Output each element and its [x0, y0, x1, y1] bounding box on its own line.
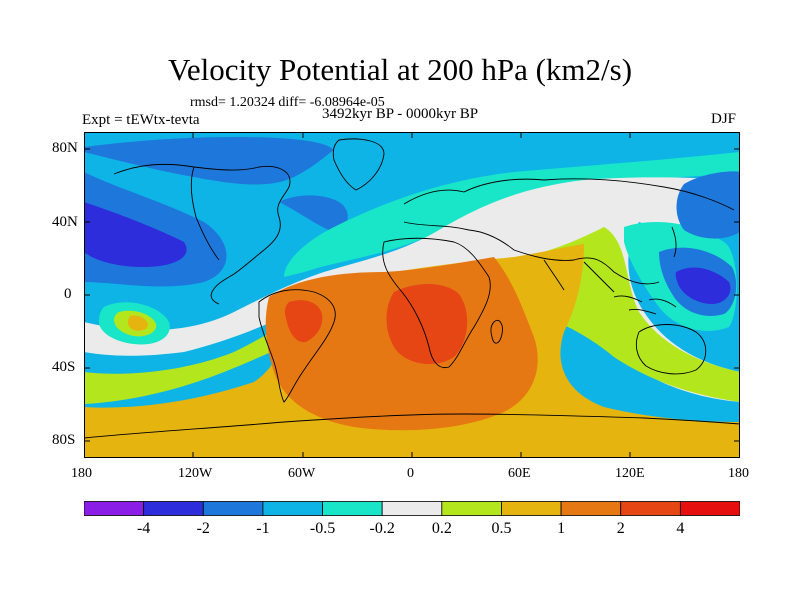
x-axis-label: 120W — [178, 466, 213, 481]
colorbar-label: -0.2 — [369, 520, 395, 537]
colorbar-label: 4 — [676, 520, 685, 537]
y-axis-label: 80N — [52, 140, 78, 156]
colorbar-label: 2 — [616, 520, 625, 537]
colorbar-label: 0.2 — [431, 520, 452, 537]
field-blue-atl — [279, 195, 348, 232]
colorbar-label: 0.5 — [491, 520, 512, 537]
coast-madagascar — [490, 319, 503, 344]
coast-north-america — [113, 163, 291, 305]
colorbar-cell — [84, 501, 145, 516]
experiment-label: Expt = tEWtx-tevta — [82, 112, 200, 128]
coast-africa — [382, 237, 491, 369]
x-axis-label: 0 — [407, 466, 414, 481]
coast-indonesia — [613, 295, 677, 315]
velocity-potential-map — [84, 132, 740, 458]
map-ticks — [84, 132, 740, 458]
x-axis-label: 60W — [288, 466, 316, 481]
colorbar-cell — [322, 501, 383, 516]
x-axis-label: 60E — [508, 466, 531, 481]
colorbar-label: -2 — [196, 520, 210, 537]
contour-fill-layer — [84, 132, 740, 458]
field-darkblue-npac — [84, 202, 187, 267]
coast-greenland — [332, 138, 385, 191]
rmsd-diff-stats: rmsd= 1.20324 diff= -6.08964e-05 — [190, 95, 385, 110]
field-blue-north — [84, 137, 334, 185]
coast-south-asia — [543, 259, 615, 293]
season-label: DJF — [711, 111, 737, 127]
field-neutral-band — [84, 177, 740, 402]
colorbar-label: 1 — [557, 520, 566, 537]
colorbar-cell — [262, 501, 323, 516]
coastlines — [84, 138, 740, 439]
coast-eurasia-south — [403, 221, 660, 285]
coast-eurasia-north — [403, 178, 735, 211]
field-red-africa — [386, 284, 468, 365]
colorbar — [84, 501, 740, 516]
field-blue-nepac — [676, 171, 740, 239]
field-teal-band — [284, 152, 740, 277]
y-axis-label: 0 — [64, 286, 72, 302]
coast-na-west — [190, 166, 220, 261]
field-yellow-sepac — [127, 315, 148, 331]
colorbar-cell — [560, 501, 622, 516]
x-axis-label: 180 — [71, 466, 92, 481]
x-axis-label: 120E — [615, 466, 645, 481]
x-axis-label: 180 — [728, 466, 749, 481]
colorbar-cell — [620, 501, 681, 516]
period-label: 3492kyr BP - 0000kyr BP — [322, 106, 479, 122]
coast-australia — [635, 324, 707, 375]
y-axis-label: 40N — [52, 214, 78, 230]
colorbar-label: -0.5 — [309, 520, 336, 537]
coast-south-america — [258, 289, 336, 403]
colorbar-cell — [202, 501, 264, 516]
colorbar-cell — [143, 501, 204, 516]
colorbar-cell — [501, 501, 562, 516]
coast-antarctica — [84, 413, 740, 439]
field-darkblue-wpac — [675, 267, 731, 304]
plot-title: Velocity Potential at 200 hPa (km2/s) — [167, 52, 633, 87]
colorbar-cell — [441, 501, 502, 516]
colorbar-cell — [679, 501, 740, 516]
field-red-samerica — [284, 300, 323, 343]
y-axis-label: 40S — [52, 359, 76, 375]
colorbar-label: -1 — [256, 520, 270, 537]
coast-japan — [671, 226, 677, 258]
colorbar-cell — [381, 501, 443, 516]
colorbar-label: -4 — [136, 520, 151, 537]
y-axis-label: 80S — [52, 432, 76, 448]
